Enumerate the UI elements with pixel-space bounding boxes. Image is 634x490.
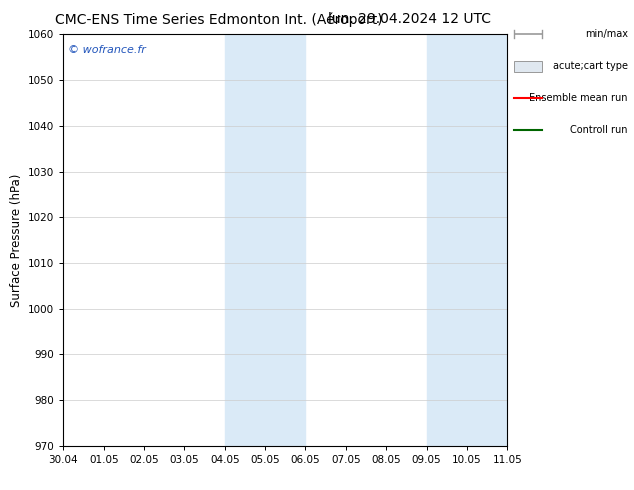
Text: acute;cart type: acute;cart type bbox=[553, 61, 628, 71]
Text: © wofrance.fr: © wofrance.fr bbox=[68, 45, 146, 54]
Text: lun. 29.04.2024 12 UTC: lun. 29.04.2024 12 UTC bbox=[328, 12, 491, 26]
Y-axis label: Surface Pressure (hPa): Surface Pressure (hPa) bbox=[10, 173, 23, 307]
Bar bbox=[225, 34, 306, 446]
Text: Controll run: Controll run bbox=[570, 125, 628, 135]
Bar bbox=[427, 34, 507, 446]
Text: Ensemble mean run: Ensemble mean run bbox=[529, 93, 628, 103]
Text: min/max: min/max bbox=[585, 29, 628, 39]
Text: CMC-ENS Time Series Edmonton Int. (Aéroport): CMC-ENS Time Series Edmonton Int. (Aérop… bbox=[55, 12, 382, 27]
